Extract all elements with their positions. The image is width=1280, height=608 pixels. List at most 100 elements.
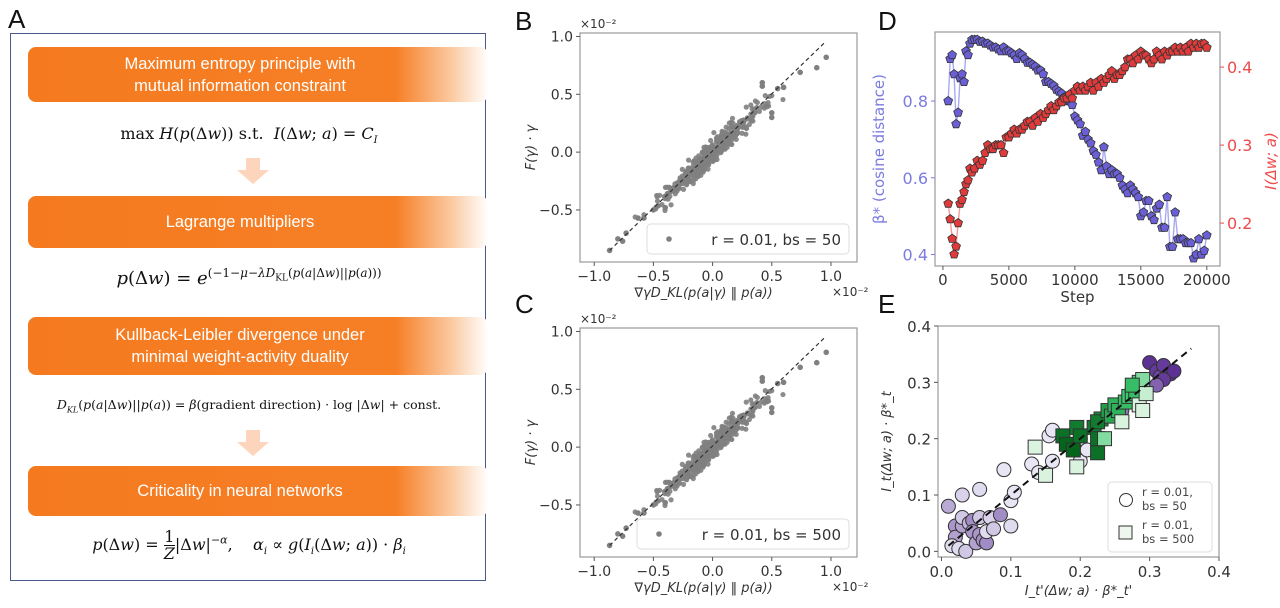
data-point	[700, 159, 706, 165]
y-left-axis-label: β* (cosine distance)	[870, 74, 888, 224]
data-point	[696, 448, 702, 454]
data-point	[724, 433, 730, 439]
data-point	[720, 143, 727, 149]
step-title-line: minimal weight-activity duality	[131, 348, 349, 366]
data-point	[688, 170, 694, 177]
beta-data-point	[1038, 69, 1049, 79]
beta-data-point	[1011, 53, 1022, 63]
data-point	[744, 410, 750, 416]
data-point	[692, 461, 698, 467]
data-point	[703, 439, 709, 445]
data-point	[683, 474, 689, 480]
beta-data-point	[1085, 138, 1096, 148]
data-point	[705, 151, 712, 157]
data-point	[720, 432, 726, 439]
panel-label-e: E	[878, 289, 896, 319]
data-point	[723, 434, 729, 440]
bs500-data-point	[1100, 403, 1116, 419]
data-point	[685, 165, 692, 171]
bs50-data-point	[979, 524, 995, 540]
data-point	[720, 429, 727, 435]
mutual-info-data-point	[1085, 77, 1096, 87]
data-point	[718, 135, 724, 141]
data-point	[774, 85, 781, 92]
bs50-data-point	[958, 543, 974, 559]
data-point	[729, 131, 735, 138]
data-point	[685, 468, 691, 474]
data-point	[695, 163, 701, 169]
data-point	[676, 181, 683, 187]
beta-data-point	[1014, 48, 1025, 58]
data-point	[695, 159, 701, 165]
mutual-info-data-point	[1017, 124, 1027, 134]
x-tick-label: 10000	[1051, 271, 1099, 289]
beta-data-point	[1188, 253, 1199, 263]
mutual-info-data-point	[975, 159, 985, 169]
beta-data-point	[1199, 245, 1209, 255]
data-point	[692, 468, 698, 474]
data-point	[663, 489, 669, 495]
beta-data-point	[1201, 230, 1212, 240]
data-point	[688, 167, 694, 173]
data-point	[678, 475, 684, 481]
data-point	[722, 137, 728, 143]
data-point	[702, 151, 709, 157]
data-point	[721, 129, 727, 135]
data-point	[690, 163, 696, 169]
beta-data-point	[1178, 234, 1188, 244]
data-point	[691, 166, 697, 172]
data-point	[709, 446, 716, 452]
data-point	[723, 430, 729, 436]
data-point	[728, 119, 734, 125]
x-tick-label: 0.5	[761, 269, 783, 285]
data-point	[729, 136, 736, 142]
mutual-info-data-point	[1046, 101, 1056, 111]
data-point	[720, 129, 726, 135]
data-point	[728, 425, 734, 431]
beta-data-point	[1191, 249, 1202, 259]
data-point	[750, 118, 756, 124]
data-point	[663, 192, 670, 199]
data-point	[743, 420, 749, 426]
data-point	[711, 145, 717, 151]
legend-label: r = 0.01,	[1142, 485, 1193, 499]
data-point	[708, 442, 715, 448]
data-point	[710, 152, 716, 159]
data-point	[698, 467, 704, 473]
data-point	[710, 441, 716, 447]
bs50-data-point	[1044, 422, 1060, 438]
data-point	[762, 101, 768, 107]
data-point	[700, 462, 706, 469]
bs50-data-point	[1166, 363, 1182, 379]
data-point	[706, 155, 712, 161]
data-point	[703, 439, 710, 446]
mutual-info-data-point	[1143, 54, 1154, 64]
y-multiplier-label: ×10⁻²	[580, 312, 617, 326]
data-point	[687, 461, 693, 467]
data-point	[666, 480, 673, 486]
data-point	[732, 129, 738, 135]
data-point	[763, 103, 769, 109]
data-point	[671, 483, 677, 489]
data-point	[686, 466, 692, 473]
data-point	[706, 450, 712, 456]
data-point	[671, 188, 677, 194]
data-point	[701, 150, 707, 156]
data-point	[700, 452, 706, 459]
data-point	[693, 466, 699, 472]
data-point	[710, 148, 716, 154]
beta-data-point	[1027, 59, 1038, 69]
bs50-data-point	[1072, 453, 1088, 469]
data-point	[710, 156, 716, 162]
data-point	[691, 461, 697, 467]
mutual-info-data-point	[1035, 108, 1046, 118]
data-point	[704, 153, 710, 159]
data-point	[743, 131, 749, 137]
mutual-info-data-point	[1101, 73, 1112, 83]
data-point	[734, 124, 740, 130]
data-point	[774, 380, 781, 387]
data-point	[708, 452, 714, 458]
data-point	[728, 133, 734, 139]
data-point	[619, 533, 626, 539]
data-point	[780, 379, 787, 386]
